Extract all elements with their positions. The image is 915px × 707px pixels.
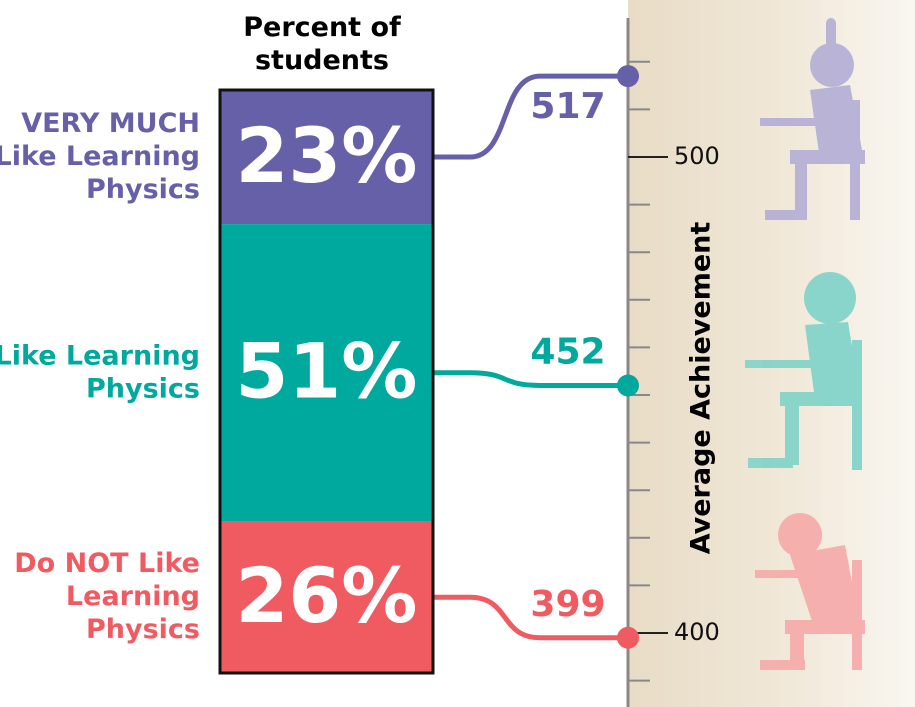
bar-outline xyxy=(218,88,435,675)
category-line: Physics xyxy=(86,373,200,404)
y-tick-label: 500 xyxy=(674,142,720,170)
connector xyxy=(433,73,628,160)
category-line: Like Learning xyxy=(0,340,200,371)
achievement-label: 517 xyxy=(530,86,605,127)
background-panel xyxy=(628,0,915,707)
bar-segment xyxy=(220,521,433,673)
achievement-label: 399 xyxy=(530,584,605,625)
achievement-dot xyxy=(617,374,639,397)
percent-label: 51% xyxy=(236,327,418,416)
achievement-dot xyxy=(617,65,639,88)
category-label: VERY MUCH Like Learning Physics xyxy=(0,108,200,205)
category-line: Physics xyxy=(86,174,200,205)
category-label: Do NOT Like Learning Physics xyxy=(14,548,200,645)
category-line: Do NOT Like xyxy=(14,548,200,579)
bar-segment xyxy=(220,224,433,522)
bar-segment xyxy=(220,90,433,225)
connector xyxy=(433,594,628,641)
category-line: Learning xyxy=(66,581,200,612)
percent-label: 26% xyxy=(236,551,418,640)
percent-label: 23% xyxy=(236,111,418,200)
y-tick-label: 400 xyxy=(674,618,720,646)
student-icons xyxy=(745,18,865,670)
connector xyxy=(433,370,628,388)
achievement-label: 452 xyxy=(530,331,605,372)
bar-title-line: Percent of xyxy=(243,12,401,43)
category-line: VERY MUCH xyxy=(21,108,200,139)
category-line: Physics xyxy=(86,614,200,645)
category-line: Like Learning xyxy=(0,141,200,172)
achievement-dot xyxy=(617,626,639,649)
category-label: Like Learning Physics xyxy=(0,340,200,404)
bar-title-line: students xyxy=(255,45,389,76)
bar-title: Percent of students xyxy=(243,12,401,76)
y-axis-label: Average Achievement xyxy=(686,222,717,555)
